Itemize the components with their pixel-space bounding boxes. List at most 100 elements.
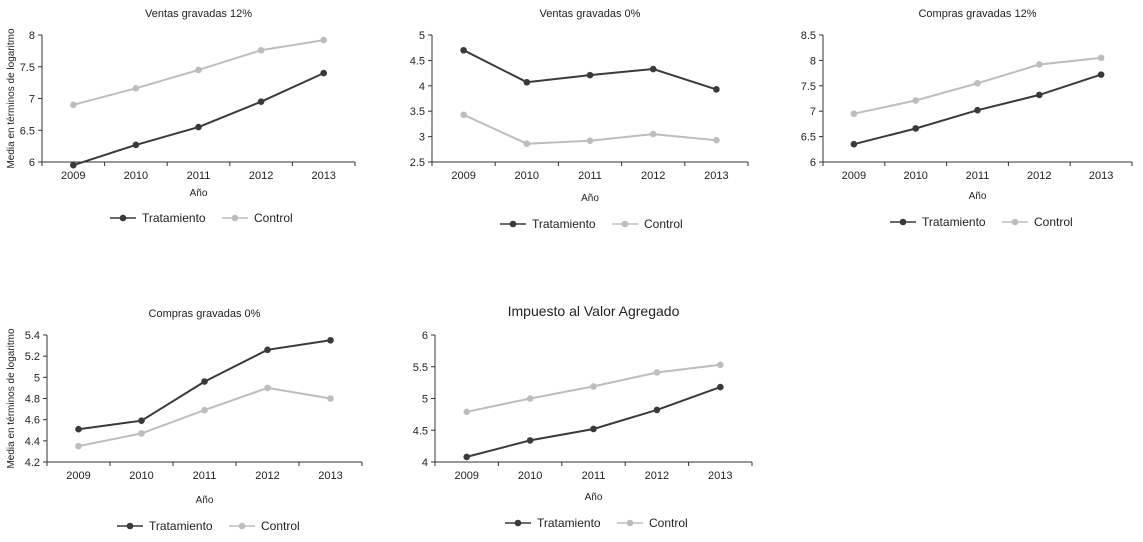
- data-point-tratamiento: [590, 425, 597, 433]
- data-point-control: [523, 140, 531, 148]
- y-tick-label: 2.5: [410, 157, 425, 169]
- x-axis-label: Año: [196, 495, 214, 506]
- data-point-tratamiento: [327, 336, 334, 344]
- legend-marker: [238, 522, 246, 530]
- data-point-tratamiento: [75, 425, 82, 433]
- y-tick-label: 7: [29, 94, 35, 106]
- legend: Tratamiento Control: [117, 519, 300, 533]
- x-tick-label: 2011: [193, 470, 217, 482]
- data-point-control: [75, 442, 82, 450]
- data-point-tratamiento: [463, 453, 471, 461]
- data-point-control: [327, 395, 334, 402]
- chart-title: Ventas gravadas 12%: [145, 8, 252, 20]
- legend: Tratamiento Control: [505, 516, 688, 530]
- data-point-tratamiento: [717, 383, 724, 391]
- y-tick-label: 3.5: [410, 106, 425, 118]
- series-line-tratamiento: [463, 49, 717, 91]
- x-tick-label: 2012: [1027, 170, 1051, 182]
- data-point-control: [912, 97, 919, 104]
- data-point-control: [70, 101, 77, 109]
- x-tick-label: 2010: [129, 470, 153, 482]
- legend-marker: [1011, 218, 1019, 226]
- y-tick-label: 6: [29, 157, 35, 169]
- x-tick-label: 2010: [515, 170, 539, 182]
- data-point-tratamiento: [138, 417, 145, 425]
- data-point-control: [526, 395, 534, 402]
- y-tick-label: 6.5: [801, 132, 816, 144]
- y-tick-label: 4.5: [413, 425, 428, 437]
- y-tick-label: 8: [810, 55, 816, 67]
- y-tick-label: 4.4: [25, 436, 40, 448]
- x-tick-label: 2009: [66, 470, 90, 482]
- data-point-tratamiento: [974, 106, 981, 114]
- data-point-tratamiento: [649, 65, 657, 73]
- data-point-control: [257, 46, 265, 54]
- x-tick-label: 2011: [966, 170, 990, 182]
- y-tick-label: 4.5: [410, 55, 425, 67]
- legend: Tratamiento Control: [110, 211, 293, 225]
- x-tick-label: 2013: [1089, 170, 1113, 182]
- y-tick-label: 4: [422, 457, 428, 469]
- x-axis-label: Año: [190, 188, 208, 199]
- x-tick-label: 2009: [451, 170, 475, 182]
- y-tick-label: 5: [422, 394, 428, 406]
- data-point-tratamiento: [132, 141, 140, 149]
- series-line-tratamiento: [466, 386, 721, 458]
- y-tick-label: 7.5: [20, 62, 35, 74]
- series-line-control: [78, 386, 331, 448]
- legend-label: Tratamiento: [922, 215, 986, 229]
- y-tick-label: 6: [810, 157, 816, 169]
- data-point-tratamiento: [257, 98, 265, 105]
- data-point-tratamiento: [201, 378, 208, 385]
- y-axis-label: Media en términos de logaritmo: [6, 328, 17, 469]
- chart-title: Ventas gravadas 0%: [540, 8, 641, 20]
- x-tick-label: 2009: [61, 170, 85, 182]
- data-point-tratamiento: [320, 69, 328, 77]
- chart-panel-1: Ventas gravadas 12% 6 6.5 7 7.5 8 2009 2010 2011…: [6, 8, 356, 225]
- legend-marker: [899, 218, 907, 226]
- x-tick-label: 2013: [708, 470, 732, 482]
- legend-label: Control: [644, 217, 683, 231]
- y-tick-label: 6.5: [20, 125, 35, 137]
- data-point-tratamiento: [526, 437, 534, 444]
- chart-panel-3: Compras gravadas 12% 6 6.5 7 7.5 8 8.5 2009 2010…: [801, 8, 1133, 229]
- y-axis-label: Media en términos de logaritmo: [6, 28, 17, 169]
- y-tick-label: 7.5: [801, 81, 816, 93]
- x-tick-label: 2010: [518, 470, 542, 482]
- x-tick-label: 2013: [704, 170, 728, 182]
- data-point-control: [1097, 54, 1105, 62]
- legend-marker: [119, 214, 127, 222]
- legend-label: Tratamiento: [532, 217, 596, 231]
- legend-label: Control: [261, 519, 300, 533]
- data-point-control: [974, 79, 981, 87]
- y-tick-label: 5: [34, 372, 40, 384]
- x-tick-label: 2012: [249, 170, 273, 182]
- legend-marker: [509, 220, 517, 228]
- y-tick-label: 6: [422, 330, 428, 342]
- legend-label: Tratamiento: [142, 211, 206, 225]
- x-tick-label: 2012: [645, 470, 669, 482]
- y-tick-label: 5.4: [25, 330, 40, 342]
- data-point-tratamiento: [1036, 91, 1043, 99]
- data-point-tratamiento: [713, 86, 720, 93]
- y-tick-label: 7: [810, 106, 816, 118]
- data-point-control: [590, 383, 597, 390]
- data-point-control: [850, 110, 858, 118]
- legend-marker: [231, 214, 239, 222]
- x-tick-label: 2013: [318, 470, 342, 482]
- x-axis-label: Año: [969, 191, 987, 202]
- data-point-control: [649, 130, 657, 138]
- legend-marker: [626, 519, 634, 527]
- x-tick-label: 2011: [578, 170, 602, 182]
- legend-label: Control: [1034, 215, 1073, 229]
- chart-panel-4: Compras gravadas 0% 4.2 4.4 4.6 4.8 5 5.2 5.4 20…: [6, 308, 363, 533]
- y-tick-label: 5: [419, 30, 425, 42]
- chart-title: Compras gravadas 0%: [149, 308, 261, 320]
- legend-marker: [514, 519, 522, 527]
- data-point-tratamiento: [586, 71, 594, 79]
- x-tick-label: 2009: [454, 470, 478, 482]
- x-tick-label: 2009: [842, 170, 866, 182]
- legend-label: Tratamiento: [537, 516, 601, 530]
- data-point-tratamiento: [264, 346, 271, 354]
